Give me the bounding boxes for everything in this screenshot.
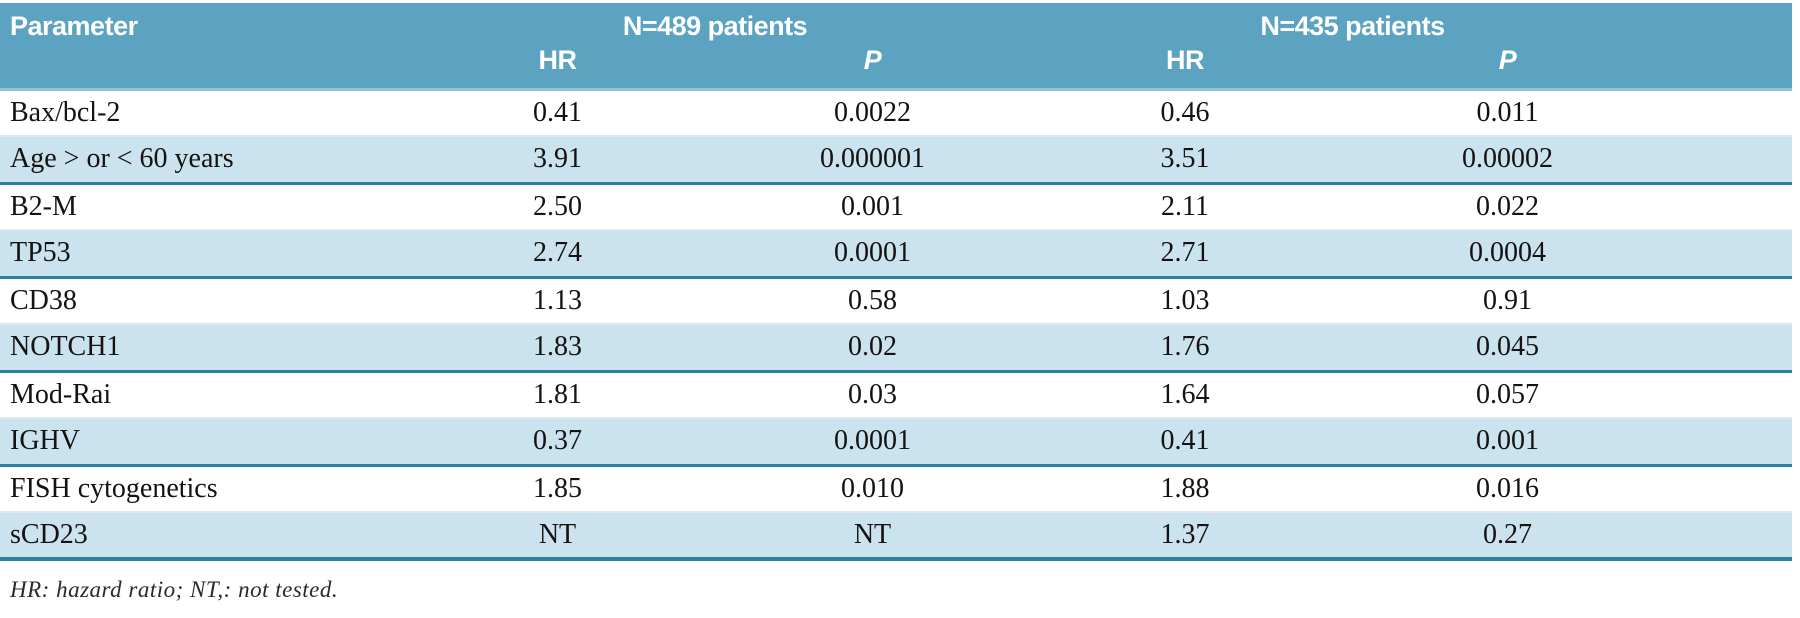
row-filler — [1675, 277, 1792, 325]
hr-value: NT — [400, 512, 715, 561]
hr-value: 2.50 — [400, 183, 715, 231]
hr-value: 0.46 — [1030, 89, 1340, 137]
group-header-n435: N=435 patients — [1030, 3, 1675, 45]
hr-value: 2.74 — [400, 230, 715, 279]
p-value: 0.057 — [1340, 371, 1675, 419]
column-header-hr-2: HR — [1030, 45, 1340, 91]
column-header-p-2: P — [1340, 45, 1675, 91]
parameter-cell: Age > or < 60 years — [0, 136, 400, 185]
p-value: NT — [715, 512, 1030, 561]
hr-value: 0.41 — [400, 89, 715, 137]
table-row: sCD23 NT NT 1.37 0.27 — [0, 512, 1792, 561]
p-value: 0.00002 — [1340, 136, 1675, 185]
table-row: Age > or < 60 years 3.91 0.000001 3.51 0… — [0, 136, 1792, 185]
row-filler — [1675, 230, 1792, 279]
hr-value: 1.81 — [400, 371, 715, 419]
hr-value: 1.03 — [1030, 277, 1340, 325]
hr-value: 0.41 — [1030, 418, 1340, 467]
p-value: 0.91 — [1340, 277, 1675, 325]
row-filler — [1675, 465, 1792, 513]
p-value: 0.0004 — [1340, 230, 1675, 279]
parameter-cell: CD38 — [0, 277, 400, 325]
hr-value: 1.13 — [400, 277, 715, 325]
hr-value: 1.64 — [1030, 371, 1340, 419]
table-row: Bax/bcl-2 0.41 0.0022 0.46 0.011 — [0, 89, 1792, 137]
column-header-hr-1: HR — [400, 45, 715, 91]
table-row: Mod-Rai 1.81 0.03 1.64 0.057 — [0, 371, 1792, 419]
p-value: 0.0022 — [715, 89, 1030, 137]
p-value: 0.001 — [715, 183, 1030, 231]
p-value: 0.022 — [1340, 183, 1675, 231]
row-filler — [1675, 324, 1792, 373]
parameter-cell: FISH cytogenetics — [0, 465, 400, 513]
p-value: 0.0001 — [715, 418, 1030, 467]
row-filler — [1675, 136, 1792, 185]
column-header-parameter: Parameter — [0, 3, 400, 91]
hr-value: 1.88 — [1030, 465, 1340, 513]
table-footnote: HR: hazard ratio; NT,: not tested. — [10, 577, 339, 602]
row-filler — [1675, 89, 1792, 137]
p-value: 0.03 — [715, 371, 1030, 419]
p-value: 0.27 — [1340, 512, 1675, 561]
parameter-cell: IGHV — [0, 418, 400, 467]
hr-value: 2.71 — [1030, 230, 1340, 279]
p-value: 0.010 — [715, 465, 1030, 513]
table-body: Bax/bcl-2 0.41 0.0022 0.46 0.011 Age > o… — [0, 89, 1792, 561]
table-row: FISH cytogenetics 1.85 0.010 1.88 0.016 — [0, 465, 1792, 513]
table-row: IGHV 0.37 0.0001 0.41 0.001 — [0, 418, 1792, 467]
row-filler — [1675, 418, 1792, 467]
hr-value: 0.37 — [400, 418, 715, 467]
parameter-cell: B2-M — [0, 183, 400, 231]
p-value: 0.000001 — [715, 136, 1030, 185]
parameter-cell: sCD23 — [0, 512, 400, 561]
table-row: TP53 2.74 0.0001 2.71 0.0004 — [0, 230, 1792, 279]
table-row: CD38 1.13 0.58 1.03 0.91 — [0, 277, 1792, 325]
hr-value: 3.51 — [1030, 136, 1340, 185]
header-filler — [1675, 3, 1792, 91]
p-value: 0.011 — [1340, 89, 1675, 137]
hr-value: 1.76 — [1030, 324, 1340, 373]
row-filler — [1675, 512, 1792, 561]
p-value: 0.001 — [1340, 418, 1675, 467]
p-value: 0.045 — [1340, 324, 1675, 373]
parameter-cell: NOTCH1 — [0, 324, 400, 373]
hr-value: 1.37 — [1030, 512, 1340, 561]
hr-value: 3.91 — [400, 136, 715, 185]
table-row: B2-M 2.50 0.001 2.11 0.022 — [0, 183, 1792, 231]
parameter-cell: Mod-Rai — [0, 371, 400, 419]
parameter-cell: Bax/bcl-2 — [0, 89, 400, 137]
row-filler — [1675, 183, 1792, 231]
p-value: 0.016 — [1340, 465, 1675, 513]
hr-value: 1.83 — [400, 324, 715, 373]
results-table: Parameter N=489 patients N=435 patients … — [0, 3, 1792, 561]
p-value: 0.02 — [715, 324, 1030, 373]
table-row: NOTCH1 1.83 0.02 1.76 0.045 — [0, 324, 1792, 373]
column-header-p-1: P — [715, 45, 1030, 91]
row-filler — [1675, 371, 1792, 419]
hr-value: 2.11 — [1030, 183, 1340, 231]
group-header-n489: N=489 patients — [400, 3, 1030, 45]
parameter-cell: TP53 — [0, 230, 400, 279]
p-value: 0.58 — [715, 277, 1030, 325]
hr-value: 1.85 — [400, 465, 715, 513]
p-value: 0.0001 — [715, 230, 1030, 279]
table-header: Parameter N=489 patients N=435 patients … — [0, 3, 1792, 91]
